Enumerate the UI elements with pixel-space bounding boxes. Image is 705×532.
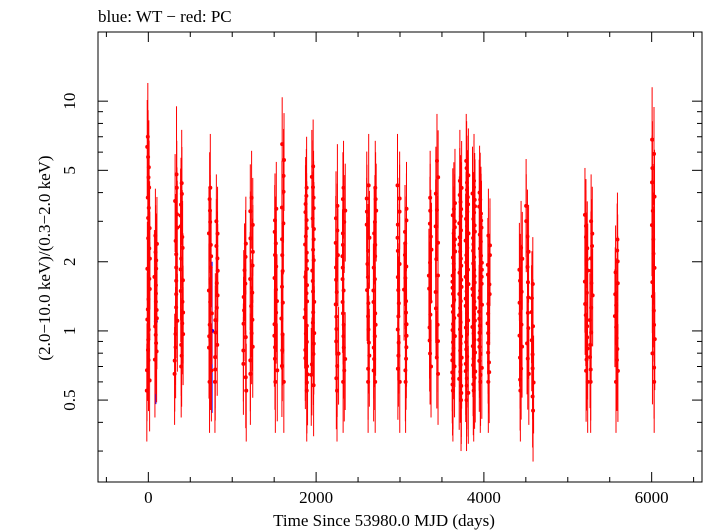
data-point [145, 144, 150, 149]
data-point [524, 203, 529, 208]
data-point [397, 196, 402, 201]
data-point [519, 245, 524, 250]
data-point [343, 208, 348, 213]
data-point [613, 270, 618, 275]
data-point [153, 233, 158, 238]
data-point [530, 282, 535, 287]
data-point [365, 261, 370, 266]
data-point [364, 196, 369, 201]
y-tick-label: 1 [60, 327, 79, 336]
data-point [275, 368, 280, 373]
data-point [397, 261, 402, 266]
series-pc [144, 82, 657, 462]
data-point [154, 241, 159, 246]
y-axis-label: (2.0−10.0 keV)/(0.3−2.0 keV) [35, 155, 54, 360]
data-point [145, 266, 150, 271]
data-point [249, 195, 254, 200]
data-point [477, 190, 482, 195]
plot-marks [144, 82, 657, 462]
data-point [335, 253, 340, 258]
x-tick-label: 2000 [299, 488, 333, 507]
data-point [304, 185, 309, 190]
data-point [466, 173, 471, 178]
data-point [395, 183, 400, 188]
data-point [367, 235, 372, 240]
y-tick-label: 5 [60, 166, 79, 175]
data-point [428, 195, 433, 200]
data-point [366, 183, 371, 188]
data-point [404, 206, 409, 211]
data-point [452, 201, 457, 206]
data-point [433, 289, 438, 294]
x-tick-label: 0 [144, 488, 153, 507]
data-point [311, 164, 316, 169]
x-tick-label: 6000 [635, 488, 669, 507]
data-point [615, 237, 620, 242]
data-point [243, 335, 248, 340]
data-point [652, 194, 657, 199]
data-point [434, 158, 439, 163]
data-point [487, 243, 492, 248]
data-point [207, 197, 212, 202]
y-tick-label: 10 [60, 93, 79, 110]
data-point [652, 151, 657, 156]
data-point [214, 219, 219, 224]
data-point [179, 202, 184, 207]
data-point [243, 241, 248, 246]
data-point [472, 197, 477, 202]
data-point [280, 142, 285, 147]
data-point [274, 206, 279, 211]
data-point [335, 203, 340, 208]
data-point [340, 197, 345, 202]
data-point [517, 267, 522, 272]
y-tick-label: 0.5 [60, 389, 79, 410]
data-point [373, 185, 378, 190]
data-point [174, 172, 179, 177]
data-point [650, 137, 655, 142]
data-point [464, 158, 469, 163]
data-point [336, 351, 341, 356]
data-point [154, 258, 159, 263]
data-point [485, 262, 490, 267]
chart-title: blue: WT − red: PC [98, 7, 232, 26]
data-point [145, 134, 150, 139]
data-point [279, 205, 284, 210]
data-point [457, 178, 462, 183]
y-axis: 0.5 1 2 5 10 [60, 31, 702, 452]
x-axis-label: Time Since 53980.0 MJD (days) [273, 511, 495, 530]
data-point [172, 358, 177, 363]
data-point [208, 185, 213, 190]
data-point [478, 197, 483, 202]
data-point [341, 185, 346, 190]
data-point [472, 178, 477, 183]
data-point [179, 181, 184, 186]
y-tick-label: 2 [60, 258, 79, 267]
data-point [459, 185, 464, 190]
x-tick-label: 4000 [467, 488, 501, 507]
data-point [282, 157, 287, 162]
data-point [486, 233, 491, 238]
data-point [582, 212, 587, 217]
data-point [529, 296, 534, 301]
x-axis: 0 2000 4000 6000 [105, 32, 695, 507]
data-point [589, 219, 594, 224]
